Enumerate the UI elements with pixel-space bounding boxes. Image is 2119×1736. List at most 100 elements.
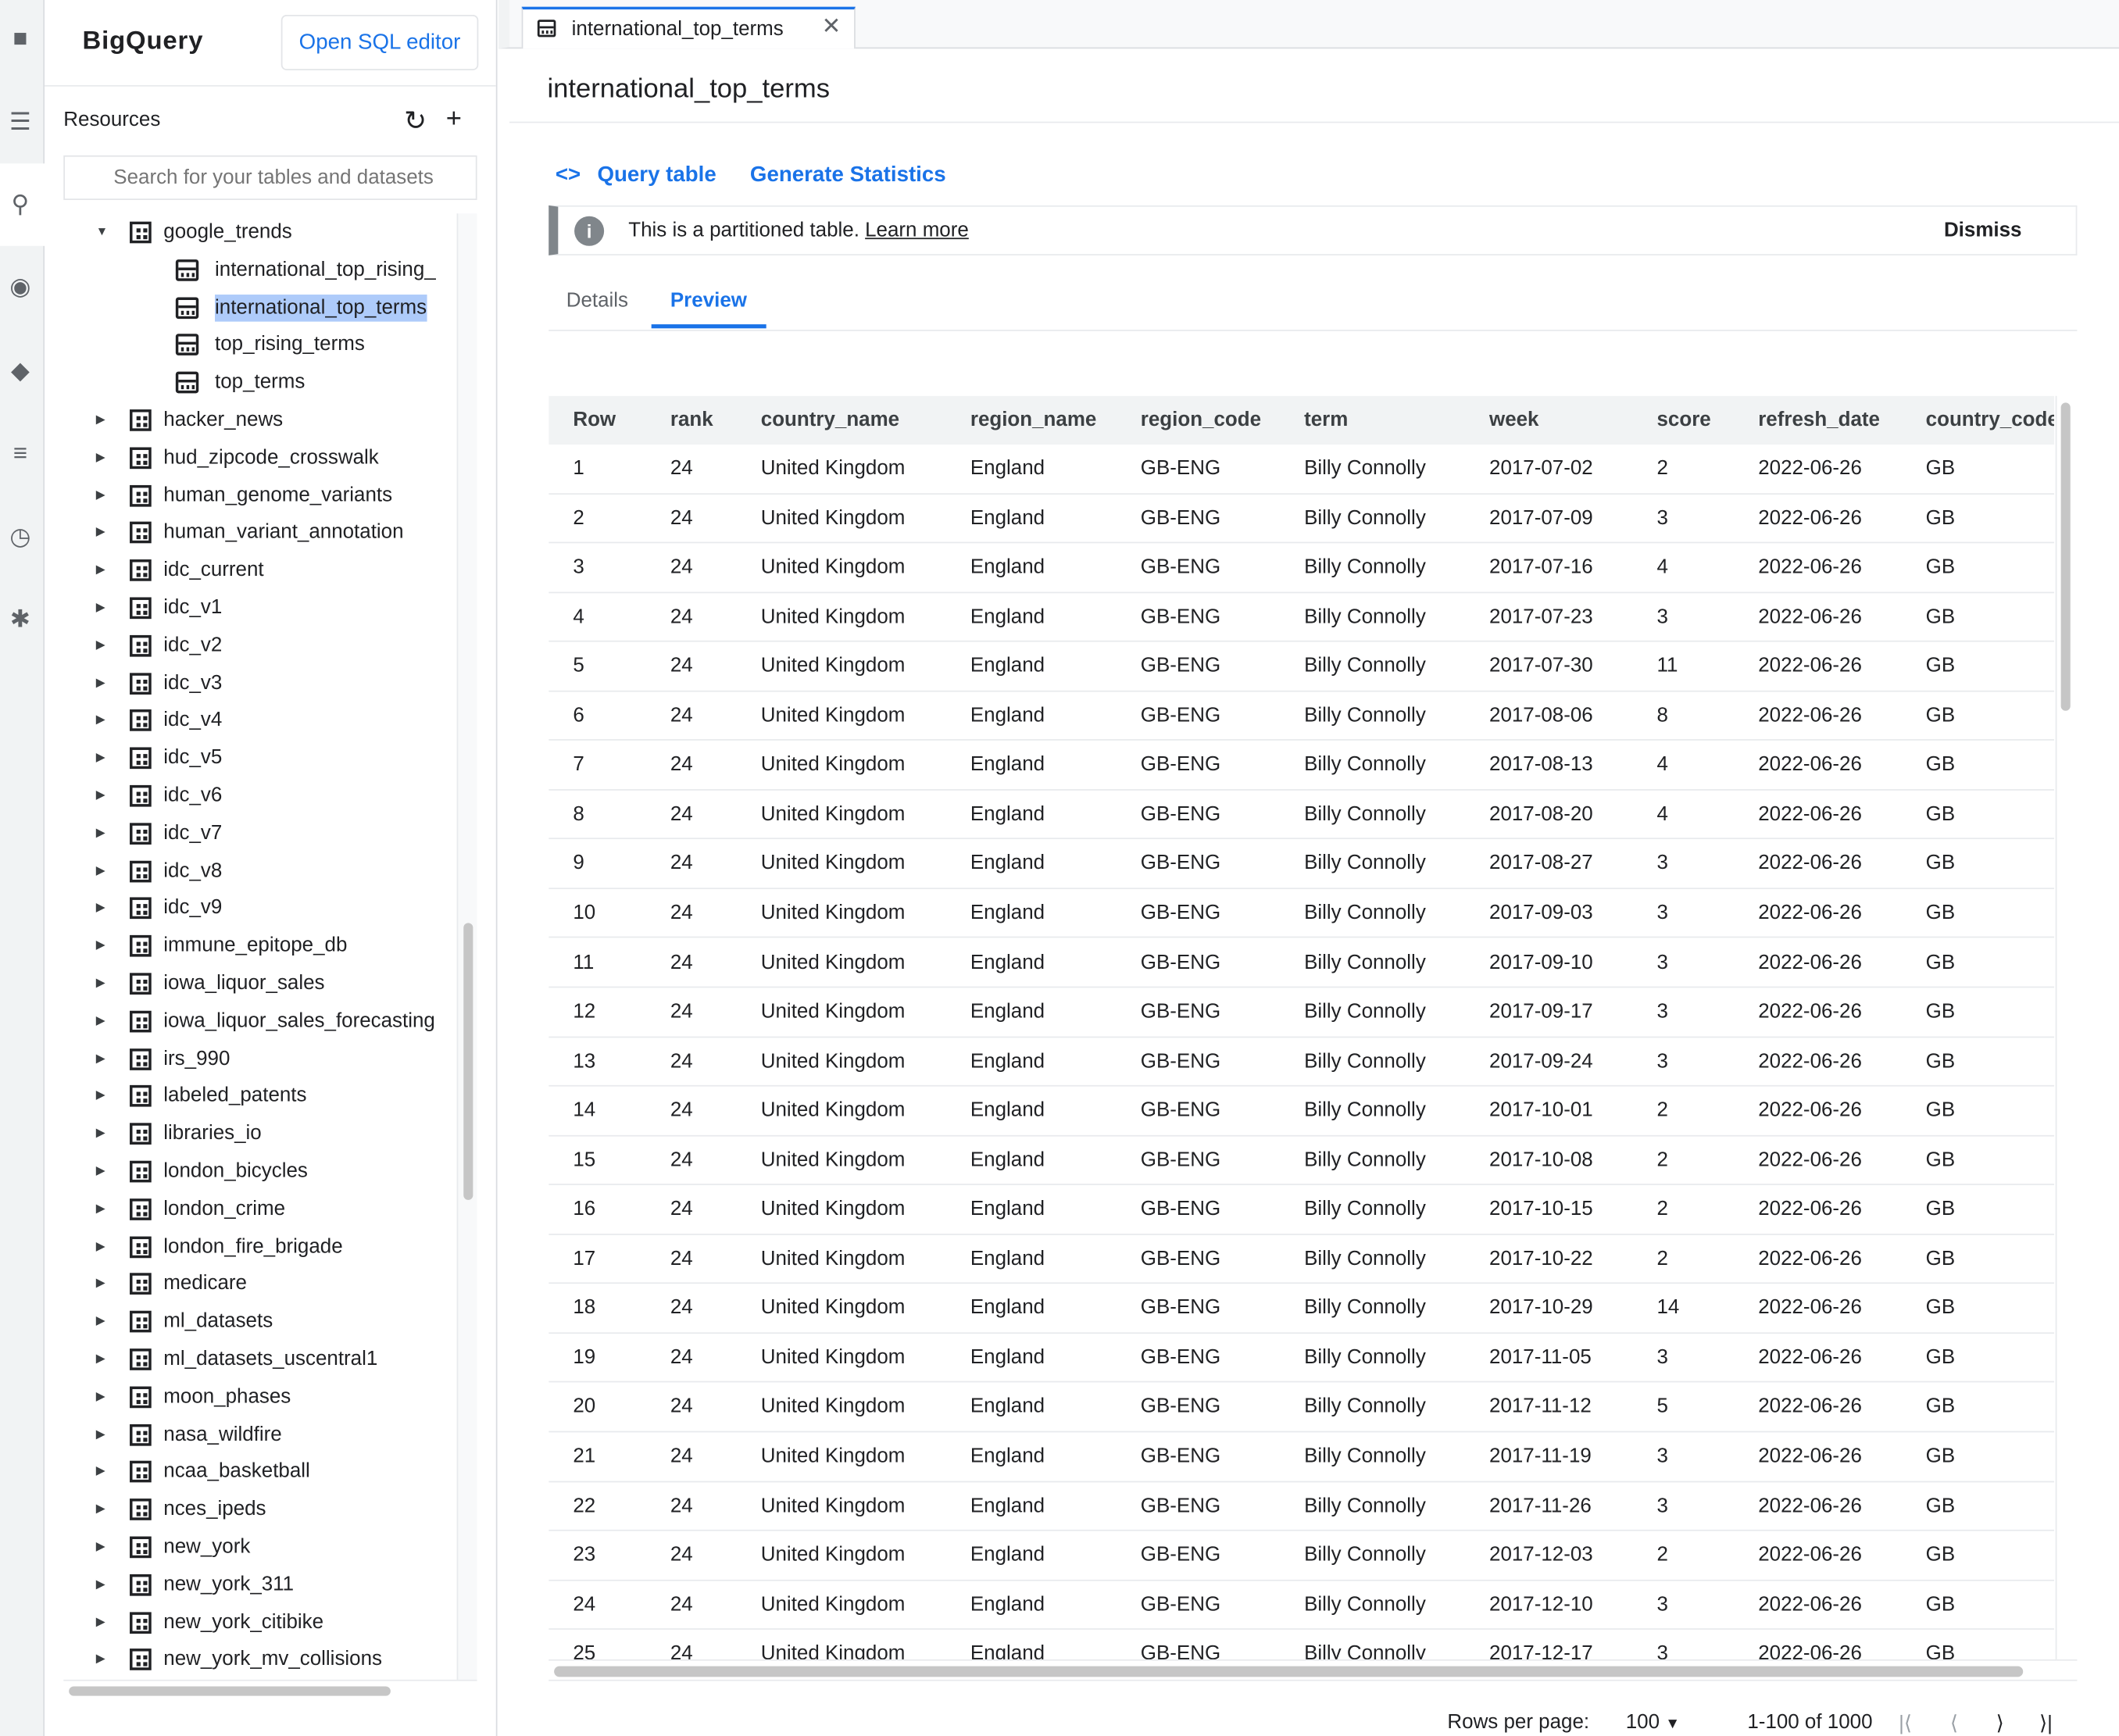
tree-dataset[interactable]: ▶ idc_v4 [45, 702, 457, 738]
tree-dataset[interactable]: ▶ new_york [45, 1528, 457, 1565]
tree-dataset[interactable]: ▶ immune_epitope_db [45, 927, 457, 964]
caret-right-icon[interactable]: ▶ [95, 713, 105, 727]
tree-table[interactable]: top_rising_terms [45, 327, 457, 363]
tree-dataset[interactable]: ▶ new_york_311 [45, 1566, 457, 1602]
tree-dataset[interactable]: ▶ nces_ipeds [45, 1491, 457, 1527]
tab-preview[interactable]: Preview [670, 289, 747, 313]
tree-dataset[interactable]: ▶ ml_datasets [45, 1303, 457, 1340]
tree-dataset[interactable]: ▶ human_genome_variants [45, 477, 457, 513]
caret-right-icon[interactable]: ▶ [95, 825, 105, 839]
caret-right-icon[interactable]: ▶ [95, 788, 105, 802]
caret-right-icon[interactable]: ▶ [95, 1313, 105, 1327]
caret-right-icon[interactable]: ▶ [95, 1163, 105, 1177]
tree-table[interactable]: international_top_rising_ [45, 251, 457, 288]
caret-right-icon[interactable]: ▶ [95, 1501, 105, 1516]
caret-right-icon[interactable]: ▶ [95, 1388, 105, 1402]
stop-circle-icon[interactable]: ◉ [9, 273, 31, 300]
caret-right-icon[interactable]: ▶ [95, 863, 105, 877]
caret-right-icon[interactable]: ▶ [95, 1050, 105, 1065]
caret-down-icon[interactable]: ▼ [95, 224, 109, 238]
caret-right-icon[interactable]: ▶ [95, 900, 105, 914]
caret-right-icon[interactable]: ▶ [95, 1426, 105, 1441]
query-table-button[interactable]: Query table [597, 163, 716, 187]
tree-dataset[interactable]: ▶ idc_v5 [45, 739, 457, 776]
tree-vertical-scrollbar[interactable] [456, 213, 477, 1680]
tree-dataset[interactable]: ▶ iowa_liquor_sales [45, 965, 457, 1002]
add-icon[interactable]: + [445, 104, 462, 134]
learn-more-link[interactable]: Learn more [865, 219, 969, 242]
column-header[interactable]: country_code [1925, 408, 2054, 431]
refresh-icon[interactable]: ↻ [404, 106, 427, 137]
tree-dataset[interactable]: ▶ idc_v1 [45, 589, 457, 626]
caret-right-icon[interactable]: ▶ [95, 449, 105, 463]
open-sql-editor-button[interactable]: Open SQL editor [281, 15, 479, 70]
table-vertical-scrollbar[interactable] [2055, 395, 2072, 1659]
tree-dataset[interactable]: ▶ idc_v8 [45, 852, 457, 889]
git-icon[interactable]: ◆ [10, 356, 30, 384]
column-header[interactable]: refresh_date [1758, 408, 1880, 431]
dismiss-button[interactable]: Dismiss [1943, 219, 2022, 242]
tree-dataset[interactable]: ▶ idc_v7 [45, 815, 457, 852]
caret-right-icon[interactable]: ▶ [95, 599, 105, 614]
caret-right-icon[interactable]: ▶ [95, 938, 105, 952]
tree-dataset[interactable]: ▼ google_trends [45, 213, 457, 250]
search-input[interactable] [63, 155, 477, 200]
tree-dataset[interactable]: ▶ london_fire_brigade [45, 1228, 457, 1265]
tree-table[interactable]: international_top_terms [45, 288, 457, 325]
column-header[interactable]: score [1656, 408, 1711, 431]
tree-dataset[interactable]: ▶ labeled_patents [45, 1077, 457, 1114]
analytics-search-icon[interactable]: ⚲ [11, 190, 30, 218]
tree-dataset[interactable]: ▶ new_york_citibike [45, 1603, 457, 1640]
tree-table[interactable]: top_terms [45, 364, 457, 401]
generate-statistics-button[interactable]: Generate Statistics [749, 163, 946, 187]
tree-dataset[interactable]: ▶ idc_v6 [45, 777, 457, 814]
caret-right-icon[interactable]: ▶ [95, 1276, 105, 1290]
tree-dataset[interactable]: ▶ human_variant_annotation [45, 514, 457, 551]
tree-dataset[interactable]: ▶ idc_v3 [45, 664, 457, 701]
tree-dataset[interactable]: ▶ nasa_wildfire [45, 1416, 457, 1452]
tree-dataset[interactable]: ▶ iowa_liquor_sales_forecasting [45, 1002, 457, 1039]
caret-right-icon[interactable]: ▶ [95, 975, 105, 990]
tree-dataset[interactable]: ▶ hud_zipcode_crosswalk [45, 439, 457, 476]
tree-dataset[interactable]: ▶ idc_current [45, 552, 457, 588]
column-header[interactable]: region_code [1140, 408, 1262, 431]
caret-right-icon[interactable]: ▶ [95, 1652, 105, 1666]
caret-right-icon[interactable]: ▶ [95, 1351, 105, 1365]
caret-right-icon[interactable]: ▶ [95, 675, 105, 689]
tree-dataset[interactable]: ▶ irs_990 [45, 1040, 457, 1077]
caret-right-icon[interactable]: ▶ [95, 638, 105, 652]
caret-right-icon[interactable]: ▶ [95, 1577, 105, 1591]
caret-right-icon[interactable]: ▶ [95, 750, 105, 764]
last-page-icon[interactable]: ⟩| [2039, 1712, 2053, 1735]
tab-international-top-terms[interactable]: international_top_terms ✕ [521, 6, 856, 49]
caret-right-icon[interactable]: ▶ [95, 1539, 105, 1553]
column-header[interactable]: region_name [970, 408, 1097, 431]
column-header[interactable]: Row [573, 408, 616, 431]
close-icon[interactable]: ✕ [821, 13, 842, 40]
caret-right-icon[interactable]: ▶ [95, 1238, 105, 1252]
tree-dataset[interactable]: ▶ hacker_news [45, 402, 457, 438]
tree-dataset[interactable]: ▶ london_bicycles [45, 1152, 457, 1189]
column-header[interactable]: week [1489, 408, 1539, 431]
caret-right-icon[interactable]: ▶ [95, 1013, 105, 1027]
caret-right-icon[interactable]: ▶ [95, 1126, 105, 1140]
table-horizontal-scrollbar[interactable] [549, 1659, 2078, 1681]
extension-icon[interactable]: ✱ [9, 605, 30, 633]
tree-dataset[interactable]: ▶ medicare [45, 1266, 457, 1302]
tree-horizontal-scrollbar[interactable] [63, 1679, 477, 1702]
rows-per-page-select[interactable]: 100 ▼ [1626, 1711, 1680, 1734]
caret-right-icon[interactable]: ▶ [95, 524, 105, 539]
folder-icon[interactable]: ■ [13, 24, 28, 52]
tree-dataset[interactable]: ▶ london_crime [45, 1190, 457, 1227]
tree-dataset[interactable]: ▶ ml_datasets_uscentral1 [45, 1341, 457, 1377]
caret-right-icon[interactable]: ▶ [95, 1614, 105, 1628]
tab-details[interactable]: Details [566, 289, 629, 313]
column-header[interactable]: rank [670, 408, 713, 431]
list-bullets-icon[interactable]: ≡ [13, 439, 28, 466]
caret-right-icon[interactable]: ▶ [95, 1088, 105, 1102]
caret-right-icon[interactable]: ▶ [95, 412, 105, 426]
tree-dataset[interactable]: ▶ ncaa_basketball [45, 1453, 457, 1490]
previous-page-icon[interactable]: ⟨ [1949, 1712, 1958, 1735]
column-header[interactable]: country_name [760, 408, 900, 431]
schedule-icon[interactable]: ◷ [9, 523, 31, 550]
